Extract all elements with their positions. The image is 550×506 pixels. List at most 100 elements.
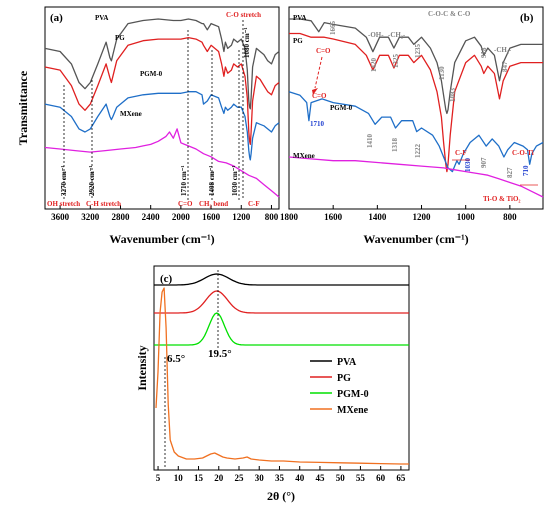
x-tick-label-b-1000: 1000 bbox=[457, 212, 476, 222]
ann-b-ch2-2: -CH₂- bbox=[494, 46, 512, 54]
series-line-b-pgm-0 bbox=[288, 91, 544, 173]
ann-3270: 3270 cm⁻¹ bbox=[60, 166, 68, 196]
ann-b-oh: -OH- bbox=[368, 31, 384, 39]
x-tick-label-c-35: 35 bbox=[275, 473, 285, 483]
ann-b-tio: Ti-O & TiO₂ bbox=[483, 195, 521, 203]
legend-label-pg: PG bbox=[337, 373, 351, 384]
x-tick-label-c-10: 10 bbox=[174, 473, 184, 483]
panel-b-xlabel: Wavenumber (cm⁻¹) bbox=[363, 232, 468, 246]
ann-b-827: 827 bbox=[506, 167, 514, 178]
ann-ch-stretch: C-H stretch bbox=[86, 200, 121, 208]
panel-a-frame bbox=[44, 6, 280, 210]
panel-a-xlabel: Wavenumber (cm⁻¹) bbox=[109, 232, 214, 246]
panel-a-label: (a) bbox=[50, 12, 63, 24]
x-tick-label-b-1600: 1600 bbox=[324, 212, 343, 222]
series-line-b-pg bbox=[289, 32, 543, 173]
ann-b-1130: 1130 bbox=[438, 66, 446, 80]
x-tick-label-b-1200: 1200 bbox=[413, 212, 432, 222]
series-line-a-pva bbox=[44, 18, 280, 110]
ann-c-f-a: C-F bbox=[248, 200, 260, 208]
legend-label-pgm0: PGM-0 bbox=[337, 389, 369, 400]
ann-1710: 1710 cm⁻¹ bbox=[180, 166, 188, 196]
x-tick-label-a-2000: 2000 bbox=[172, 212, 191, 222]
x-tick-label-a-2400: 2400 bbox=[142, 212, 161, 222]
x-tick-label-a-3200: 3200 bbox=[81, 212, 100, 222]
series-line-a-pg bbox=[44, 36, 280, 146]
series-label-pgm0-a: PGM-0 bbox=[140, 70, 163, 78]
ann-b-1420: 1420 bbox=[370, 58, 378, 73]
ann-b-coc: C-O-C & C-O bbox=[428, 10, 471, 18]
ann-b-1710: 1710 bbox=[310, 120, 325, 128]
panel-a-ylabel: Transmittance bbox=[16, 70, 30, 145]
ann-b-907: 907 bbox=[480, 157, 488, 168]
x-tick-label-a-800: 800 bbox=[265, 212, 279, 222]
ann-c-6-5: 6.5° bbox=[167, 353, 185, 365]
ann-b-1222: 1222 bbox=[414, 144, 422, 159]
x-tick-label-b-1800: 1800 bbox=[280, 212, 299, 222]
ann-b-1318: 1318 bbox=[391, 138, 399, 153]
legend: PVA PG PGM-0 MXene bbox=[310, 357, 369, 416]
ann-b-1410: 1410 bbox=[366, 134, 374, 149]
ann-b-co-2: C=O bbox=[312, 92, 327, 100]
ann-1408: 1408 cm⁻¹ bbox=[208, 166, 216, 196]
x-tick-label-c-60: 60 bbox=[376, 473, 386, 483]
ann-b-ch2-1: -CH₂- bbox=[388, 31, 406, 39]
series-line-b-mxene bbox=[288, 156, 544, 198]
x-tick-label-c-45: 45 bbox=[315, 473, 325, 483]
x-tick-label-a-2800: 2800 bbox=[111, 212, 130, 222]
x-tick-label-a-1600: 1600 bbox=[202, 212, 221, 222]
x-tick-label-a-3600: 3600 bbox=[51, 212, 70, 222]
series-line-b-pva bbox=[289, 18, 543, 115]
series-label-pg-a: PG bbox=[115, 34, 125, 42]
ann-c-o-a: C=O bbox=[178, 200, 193, 208]
ann-b-co-1: C=O bbox=[316, 47, 331, 55]
series-line-c-pva bbox=[154, 273, 409, 286]
series-label-pva-a: PVA bbox=[95, 14, 108, 22]
x-tick-label-a-1200: 1200 bbox=[232, 212, 251, 222]
panel-b-label: (b) bbox=[520, 12, 534, 24]
x-tick-label-c-55: 55 bbox=[356, 473, 366, 483]
ann-b-1325: 1325 bbox=[392, 54, 400, 69]
ann-1080: 1080 cm⁻¹ bbox=[243, 28, 251, 58]
b-co-arrow bbox=[314, 56, 323, 89]
ann-2920: 2920 cm⁻¹ bbox=[88, 166, 96, 196]
x-tick-label-c-5: 5 bbox=[156, 473, 161, 483]
series-label-pva-b: PVA bbox=[293, 14, 306, 22]
series-line-a-mxene bbox=[44, 128, 280, 198]
series-line-c-mxene bbox=[155, 287, 409, 465]
panel-a: 3600 3200 2800 2400 2000 1600 1200 800 (a) PVA … bbox=[16, 6, 280, 246]
ann-b-cf: C-F bbox=[455, 149, 467, 157]
series-line-a-pgm-0 bbox=[44, 91, 280, 161]
ann-b-710: 710 bbox=[522, 165, 530, 176]
ann-b-847: 847 bbox=[501, 61, 509, 72]
x-tick-label-b-1400: 1400 bbox=[368, 212, 387, 222]
panel-c-ylabel: Intensity bbox=[135, 345, 149, 390]
x-tick-label-c-15: 15 bbox=[194, 473, 204, 483]
ann-b-918: 918 bbox=[480, 47, 488, 58]
x-tick-label-b-800: 800 bbox=[503, 212, 517, 222]
series-label-mxene-a: MXene bbox=[120, 110, 142, 118]
panel-b: 1800 1600 1400 1200 1000 800 (b) PVA PG PGM-0… bbox=[280, 6, 544, 246]
ann-c-o-stretch: C-O stretch bbox=[226, 11, 261, 19]
ann-1030: 1030 cm⁻¹ bbox=[231, 166, 239, 196]
legend-label-pva: PVA bbox=[337, 357, 357, 368]
x-tick-label-c-25: 25 bbox=[235, 473, 245, 483]
panel-c-frame bbox=[153, 265, 410, 471]
panel-c: 5 10 15 20 25 30 35 40 45 50 55 60 65 (c) 6.5° 19.5°… bbox=[135, 265, 410, 503]
ann-b-1235: 1235 bbox=[414, 44, 422, 59]
series-label-mxene-b: MXene bbox=[293, 152, 315, 160]
b-co-arrowhead bbox=[312, 88, 318, 95]
ann-b-1083: 1083 bbox=[449, 88, 457, 103]
series-line-c-pgm-0 bbox=[154, 312, 409, 346]
ann-b-1030: 1030 bbox=[464, 158, 472, 173]
panel-c-xlabel: 2θ (°) bbox=[267, 489, 295, 503]
series-label-pg-b: PG bbox=[293, 37, 303, 45]
series-line-c-pg bbox=[154, 290, 409, 314]
ann-c-19-5: 19.5° bbox=[208, 348, 232, 360]
x-tick-label-c-40: 40 bbox=[295, 473, 305, 483]
panel-b-frame bbox=[288, 6, 544, 210]
x-tick-label-c-65: 65 bbox=[396, 473, 406, 483]
x-tick-label-c-20: 20 bbox=[214, 473, 224, 483]
ann-oh-stretch: OH stretch bbox=[47, 200, 80, 208]
